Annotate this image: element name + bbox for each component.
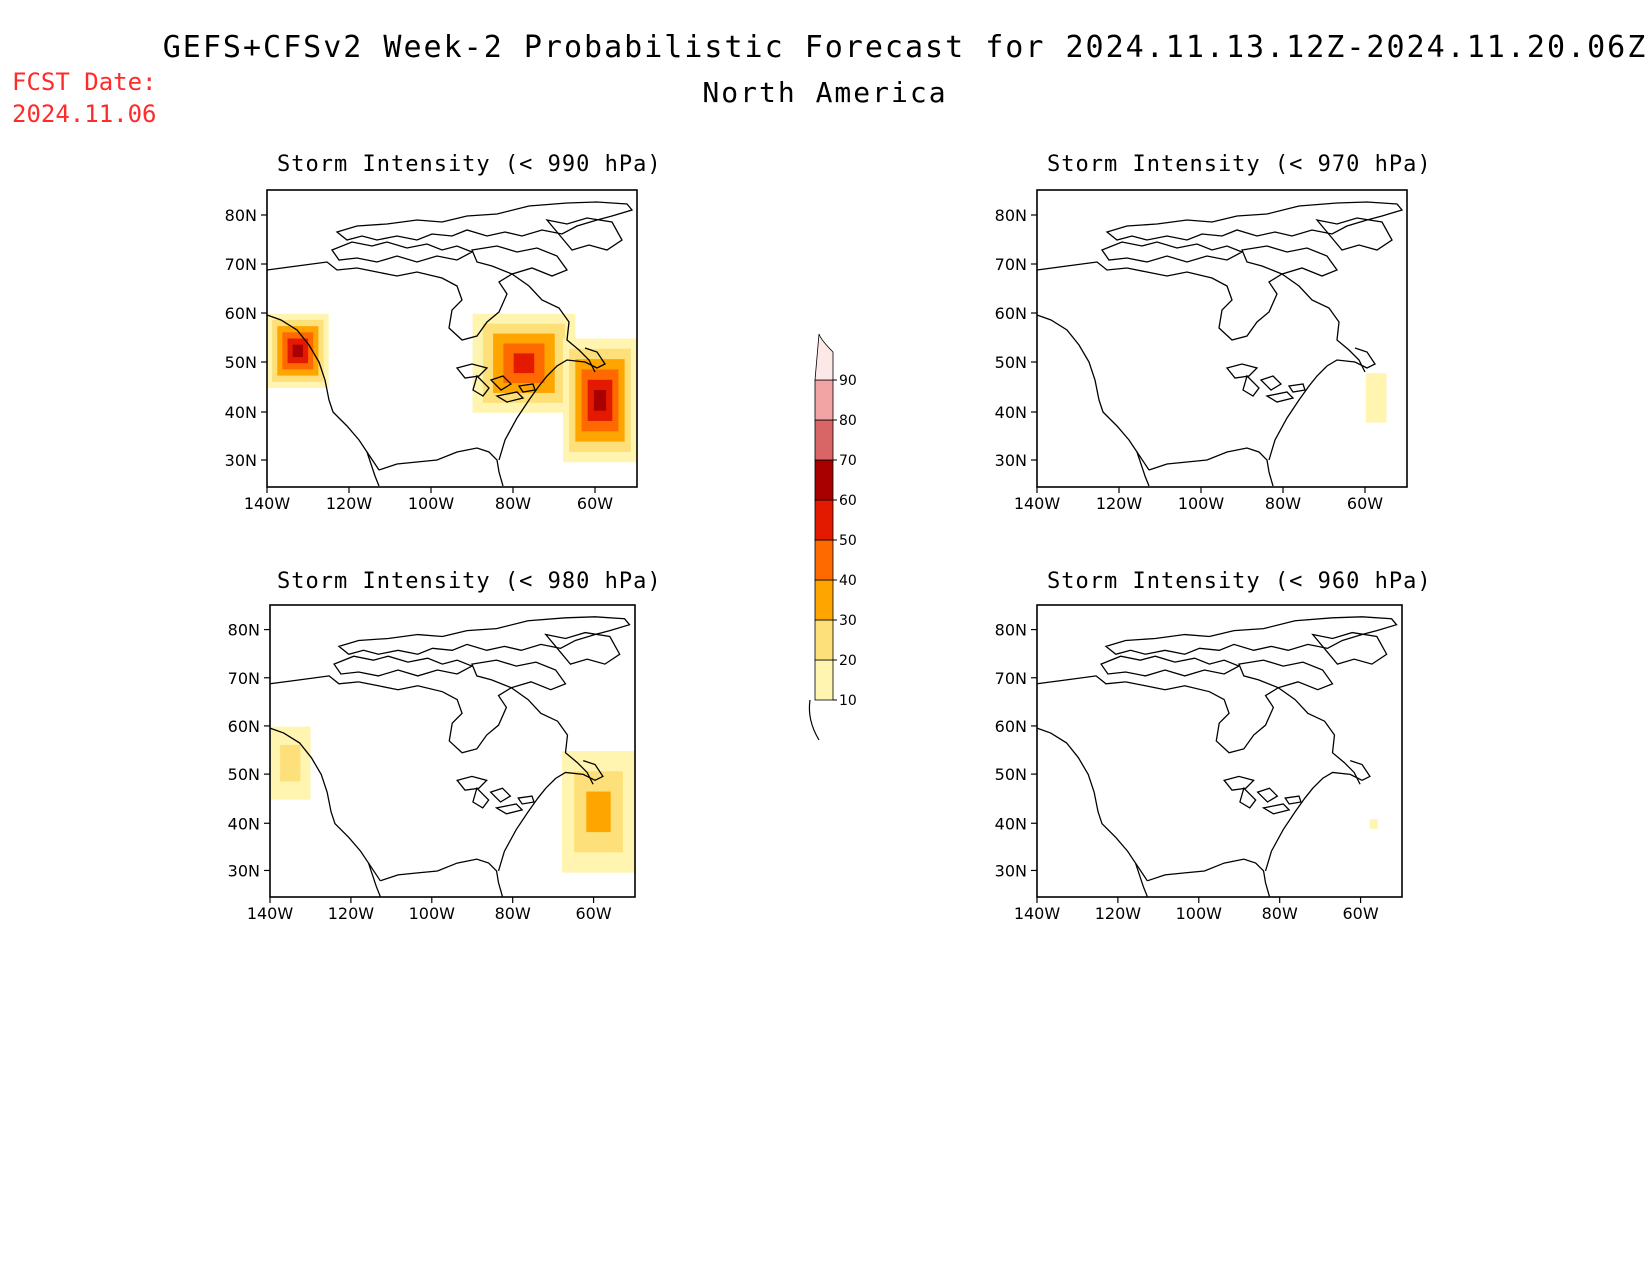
fcst-date-value: 2024.11.06 <box>12 100 157 128</box>
lon-tick-label: 60W <box>575 904 611 923</box>
lon-tick-label: 60W <box>577 494 613 513</box>
lat-tick-label: 30N <box>995 451 1027 470</box>
panel-990-map <box>266 189 638 488</box>
lat-tick-label: 60N <box>995 304 1027 323</box>
lon-tick-label: 100W <box>1176 904 1223 923</box>
probability-cell <box>593 390 607 411</box>
colorbar-segment <box>814 579 834 621</box>
lon-tick-label: 120W <box>1096 494 1143 513</box>
lat-tick-label: 30N <box>228 861 260 880</box>
lon-tick-label: 140W <box>1014 494 1061 513</box>
panel-title-960: Storm Intensity (< 960 hPa) <box>1047 569 1432 594</box>
lat-tick-label: 40N <box>225 403 257 422</box>
lat-tick-label: 30N <box>225 451 257 470</box>
lat-tick-label: 70N <box>995 669 1027 688</box>
colorbar-segment <box>814 333 834 381</box>
lat-tick-label: 70N <box>225 255 257 274</box>
lon-tick-label: 140W <box>247 904 294 923</box>
lon-tick-label: 100W <box>1178 494 1225 513</box>
lat-tick-label: 80N <box>225 206 257 225</box>
lat-tick-label: 70N <box>995 255 1027 274</box>
lon-tick-label: 80W <box>1262 904 1298 923</box>
colorbar-segment <box>814 459 834 501</box>
lon-tick-label: 120W <box>1095 904 1142 923</box>
lat-tick-label: 80N <box>228 621 260 640</box>
colorbar-segment <box>814 379 834 421</box>
colorbar-segment <box>814 659 834 701</box>
colorbar-label: 70 <box>839 453 857 469</box>
lat-tick-label: 60N <box>225 304 257 323</box>
colorbar-label: 10 <box>839 693 857 709</box>
lat-tick-label: 40N <box>228 814 260 833</box>
lon-tick-label: 100W <box>409 904 456 923</box>
colorbar-label: 20 <box>839 653 857 669</box>
panel-title-970: Storm Intensity (< 970 hPa) <box>1047 152 1432 177</box>
colorbar-label: 40 <box>839 573 857 589</box>
lon-tick-label: 120W <box>326 494 373 513</box>
panel-970-probability-fill <box>1365 373 1387 423</box>
lat-tick-label: 30N <box>995 861 1027 880</box>
colorbar-bottom-cap <box>808 699 820 741</box>
region-subtitle: North America <box>702 76 948 109</box>
colorbar-segment <box>814 539 834 581</box>
lon-tick-label: 80W <box>1265 494 1301 513</box>
colorbar-label: 90 <box>839 373 857 389</box>
lat-tick-label: 50N <box>995 353 1027 372</box>
colorbar-label: 30 <box>839 613 857 629</box>
lat-tick-label: 80N <box>995 206 1027 225</box>
panel-title-980: Storm Intensity (< 980 hPa) <box>277 569 662 594</box>
colorbar-segment <box>814 619 834 661</box>
lon-tick-label: 120W <box>328 904 375 923</box>
panel-980-probability-fill <box>270 726 635 873</box>
probability-cell <box>513 353 535 374</box>
lat-tick-label: 60N <box>995 717 1027 736</box>
lat-tick-label: 60N <box>228 717 260 736</box>
panel-960-probability-fill <box>1369 819 1378 829</box>
lon-tick-label: 60W <box>1347 494 1383 513</box>
lon-tick-label: 140W <box>244 494 291 513</box>
lon-tick-label: 80W <box>495 904 531 923</box>
probability-cell <box>1369 819 1378 829</box>
colorbar-segment <box>814 419 834 461</box>
lon-tick-label: 60W <box>1342 904 1378 923</box>
colorbar-label: 50 <box>839 533 857 549</box>
probability-cell <box>280 744 301 782</box>
lon-tick-label: 140W <box>1014 904 1061 923</box>
lon-tick-label: 100W <box>408 494 455 513</box>
colorbar-label: 80 <box>839 413 857 429</box>
lat-tick-label: 70N <box>228 669 260 688</box>
colorbar: 10 20 30 40 50 60 70 80 90 <box>808 333 857 741</box>
lat-tick-label: 50N <box>225 353 257 372</box>
panel-970-map <box>1036 189 1408 488</box>
panel-990-probability-fill <box>267 313 637 463</box>
colorbar-segment <box>814 499 834 541</box>
lon-tick-label: 80W <box>495 494 531 513</box>
colorbar-label: 60 <box>839 493 857 509</box>
panel-title-990: Storm Intensity (< 990 hPa) <box>277 152 662 177</box>
fcst-date-label: FCST Date: <box>12 68 157 96</box>
lat-tick-label: 50N <box>995 765 1027 784</box>
lat-tick-label: 80N <box>995 621 1027 640</box>
panel-960-map <box>1036 604 1403 898</box>
lat-tick-label: 50N <box>228 765 260 784</box>
lat-tick-label: 40N <box>995 814 1027 833</box>
probability-cell <box>292 344 303 358</box>
lat-tick-label: 40N <box>995 403 1027 422</box>
probability-cell <box>1365 373 1387 423</box>
panel-980-map <box>269 604 636 898</box>
probability-cell <box>586 791 611 833</box>
main-title: GEFS+CFSv2 Week-2 Probabilistic Forecast… <box>162 30 1648 65</box>
